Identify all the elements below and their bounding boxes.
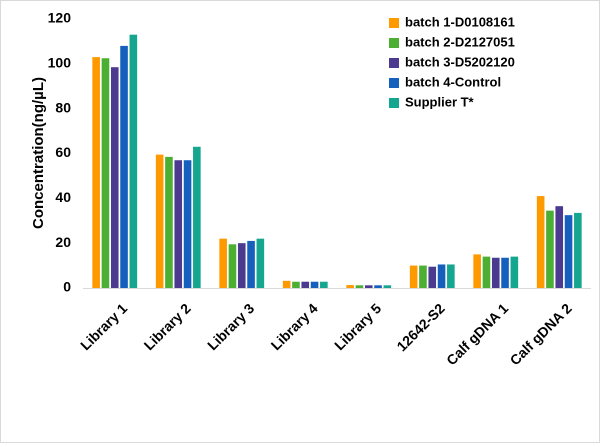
bar xyxy=(92,57,100,288)
bar xyxy=(174,160,183,288)
legend-label: batch 4-Control xyxy=(405,74,501,89)
bar xyxy=(374,285,382,288)
bar xyxy=(437,264,446,288)
bar xyxy=(419,265,427,288)
legend: batch 1-D0108161 batch 2-D2127051 batch 3-… xyxy=(389,14,515,109)
legend-swatch xyxy=(389,38,399,48)
bar xyxy=(219,238,227,288)
bar xyxy=(193,146,201,288)
y-tick-label: 0 xyxy=(63,279,71,295)
bar xyxy=(428,266,437,288)
bar xyxy=(383,285,392,288)
bar xyxy=(129,34,138,288)
bar xyxy=(564,215,573,288)
bar xyxy=(510,256,519,288)
legend-label: Supplier T* xyxy=(405,94,475,109)
legend-label: batch 2-D2127051 xyxy=(405,34,515,49)
bar xyxy=(409,265,418,288)
bar xyxy=(482,256,491,288)
bar xyxy=(491,257,500,288)
bar xyxy=(473,254,481,289)
bar xyxy=(228,244,237,288)
x-tick-label: Library 2 xyxy=(141,300,194,353)
bar xyxy=(110,67,119,288)
x-tick-label: Library 3 xyxy=(204,300,257,353)
x-axis: Library 1 Library 2 Library 3 Library 4 Libr… xyxy=(77,288,591,368)
y-tick-label: 60 xyxy=(55,144,71,160)
legend-label: batch 3-D5202120 xyxy=(405,54,515,69)
bar xyxy=(310,281,319,288)
bar xyxy=(165,156,173,288)
legend-swatch xyxy=(389,98,399,108)
bar xyxy=(447,264,455,288)
bar xyxy=(364,285,373,288)
x-tick-label: Library 1 xyxy=(77,300,130,353)
legend-swatch xyxy=(389,78,399,88)
bar xyxy=(292,281,300,288)
y-axis: 0 20 40 60 80 100 120 xyxy=(48,10,72,295)
legend-swatch xyxy=(389,18,399,28)
y-tick-label: 100 xyxy=(48,55,72,71)
x-tick-label: Library 4 xyxy=(268,300,321,353)
x-tick-label: Library 5 xyxy=(331,300,384,353)
y-tick-label: 20 xyxy=(55,234,71,250)
legend-swatch xyxy=(389,58,399,68)
y-axis-label: Concentration(ng/µL) xyxy=(30,77,47,229)
bar xyxy=(536,196,545,288)
y-tick-label: 40 xyxy=(55,189,71,205)
bar xyxy=(501,257,509,288)
bar xyxy=(247,240,255,288)
bar xyxy=(346,285,354,288)
x-tick-label: Calf gDNA 2 xyxy=(507,300,575,368)
bar xyxy=(237,243,246,288)
bar xyxy=(574,212,582,288)
x-tick-label: 12642-S2 xyxy=(393,300,447,354)
bar xyxy=(301,281,310,288)
y-tick-label: 120 xyxy=(48,10,72,26)
bar xyxy=(101,58,110,289)
y-tick-label: 80 xyxy=(55,99,71,115)
bar xyxy=(320,281,328,288)
bar xyxy=(256,238,265,288)
bar xyxy=(355,285,364,288)
x-tick-label: Calf gDNA 1 xyxy=(443,300,511,368)
bar xyxy=(120,45,128,289)
legend-label: batch 1-D0108161 xyxy=(405,14,515,29)
bar xyxy=(155,154,164,288)
bars xyxy=(92,34,582,289)
bar xyxy=(183,160,192,288)
bar xyxy=(555,206,564,288)
bar xyxy=(282,280,291,288)
bar xyxy=(546,210,554,288)
